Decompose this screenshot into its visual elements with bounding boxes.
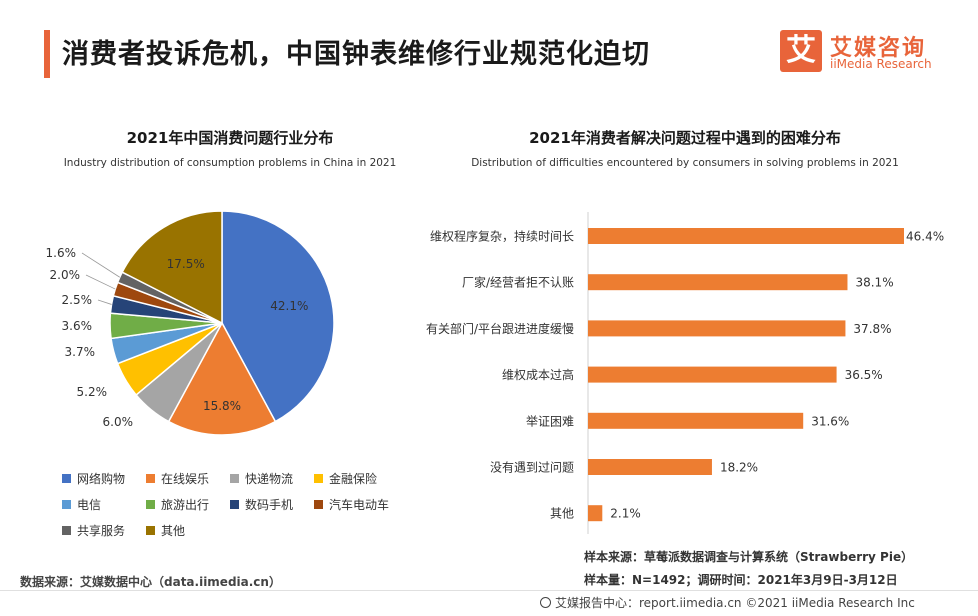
pie-leader-line-7: [98, 300, 112, 304]
legend-swatch: [62, 474, 71, 483]
logo-mark: 艾: [780, 30, 822, 72]
bar-data-label-2: 38.1%: [855, 276, 893, 290]
bar-category-label-7: 其他: [550, 507, 574, 521]
pie-data-label-3: 6.0%: [103, 415, 134, 429]
bar-chart-subtitle: Distribution of difficulties encountered…: [450, 157, 920, 169]
legend-label: 汽车电动车: [329, 498, 389, 512]
legend-label: 其他: [161, 524, 185, 538]
bar-category-label-4: 维权成本过高: [502, 367, 574, 382]
footer[interactable]: 艾媒报告中心：report.iimedia.cn ©2021 iiMedia R…: [540, 594, 915, 611]
bar-chart: 维权程序复杂，持续时间长 46.4% 厂家/经营者拒不认账 38.1% 有关部门/平台跟…: [400, 200, 960, 540]
bar-data-label-5: 31.6%: [811, 414, 849, 428]
legend-swatch: [314, 474, 323, 483]
data-source-note: 数据来源：艾媒数据中心（data.iimedia.cn）: [20, 573, 281, 590]
bar-4: [588, 367, 837, 383]
bar-3: [588, 320, 845, 336]
bar-category-label-1: 维权程序复杂，持续时间长: [430, 229, 574, 244]
legend-item: 金融保险: [314, 470, 377, 488]
legend-label: 电信: [77, 498, 101, 512]
pie-chart: 42.1% 15.8% 6.0% 5.2% 3.7% 3.6% 2.5% 2.0% 1.6% 17…: [0, 190, 440, 460]
logo-text-en: iiMedia Research: [830, 57, 932, 71]
legend-label: 共享服务: [77, 524, 125, 538]
legend-label: 旅游出行: [161, 498, 209, 512]
legend-swatch: [230, 500, 239, 509]
legend-item: 电信: [62, 496, 101, 514]
legend-swatch: [314, 500, 323, 509]
bar-7: [588, 505, 602, 521]
legend-item: 旅游出行: [146, 496, 209, 514]
pie-chart-subtitle: Industry distribution of consumption pro…: [40, 157, 420, 169]
legend-item: 网络购物: [62, 470, 125, 488]
pie-data-label-4: 5.2%: [77, 385, 108, 399]
pie-data-label-9: 1.6%: [46, 246, 77, 260]
legend-label: 快递物流: [245, 472, 293, 486]
bar-data-label-6: 18.2%: [720, 461, 758, 475]
bar-category-label-6: 没有遇到过问题: [490, 460, 574, 475]
legend-label: 金融保险: [329, 472, 377, 486]
bar-data-label-3: 37.8%: [853, 322, 891, 336]
pie-data-label-8: 2.0%: [50, 268, 81, 282]
legend-item: 在线娱乐: [146, 470, 209, 488]
bar-category-label-3: 有关部门/平台跟进进度缓慢: [426, 321, 574, 336]
pie-chart-title: 2021年中国消费问题行业分布: [40, 127, 420, 148]
pie-data-label-6: 3.6%: [62, 319, 93, 333]
bar-2: [588, 274, 847, 290]
bar-5: [588, 413, 803, 429]
legend-item: 共享服务: [62, 522, 125, 540]
legend-item: 快递物流: [230, 470, 293, 488]
bar-data-label-7: 2.1%: [610, 507, 641, 521]
bar-data-label-4: 36.5%: [845, 368, 883, 382]
pie-data-label-5: 3.7%: [65, 345, 96, 359]
legend-label: 在线娱乐: [161, 472, 209, 486]
bar-1: [588, 228, 904, 244]
sample-size-note: 样本量：N=1492；调研时间：2021年3月9日-3月12日: [584, 571, 898, 588]
brand-logo: 艾 艾媒咨询 iiMedia Research: [780, 30, 950, 80]
title-accent-bar: [44, 30, 50, 78]
legend-item: 其他: [146, 522, 185, 540]
page-title: 消费者投诉危机，中国钟表维修行业规范化迫切: [62, 32, 650, 71]
legend-label: 网络购物: [77, 472, 125, 486]
footer-divider: [0, 590, 978, 591]
pie-leader-line-9: [82, 253, 120, 277]
legend-label: 数码手机: [245, 498, 293, 512]
bar-6: [588, 459, 712, 475]
legend-swatch: [62, 526, 71, 535]
pie-data-label-2: 15.8%: [203, 399, 241, 413]
legend-swatch: [146, 500, 155, 509]
sample-source-note: 样本来源：草莓派数据调查与计算系统（Strawberry Pie）: [584, 548, 913, 565]
legend-swatch: [146, 526, 155, 535]
bar-data-label-1: 46.4%: [906, 230, 944, 244]
pie-data-label-10: 17.5%: [167, 257, 205, 271]
footer-text[interactable]: 艾媒报告中心：report.iimedia.cn ©2021 iiMedia R…: [555, 596, 915, 610]
pie-data-label-1: 42.1%: [270, 299, 308, 313]
pie-data-label-7: 2.5%: [62, 293, 93, 307]
bar-category-label-2: 厂家/经营者拒不认账: [462, 275, 574, 290]
bar-chart-title: 2021年消费者解决问题过程中遇到的困难分布: [450, 127, 920, 148]
legend-swatch: [146, 474, 155, 483]
legend-swatch: [62, 500, 71, 509]
globe-icon: [540, 597, 551, 608]
legend-item: 数码手机: [230, 496, 293, 514]
legend-swatch: [230, 474, 239, 483]
pie-leader-line-8: [86, 275, 115, 289]
bar-category-label-5: 举证困难: [526, 414, 574, 428]
legend-item: 汽车电动车: [314, 496, 389, 514]
